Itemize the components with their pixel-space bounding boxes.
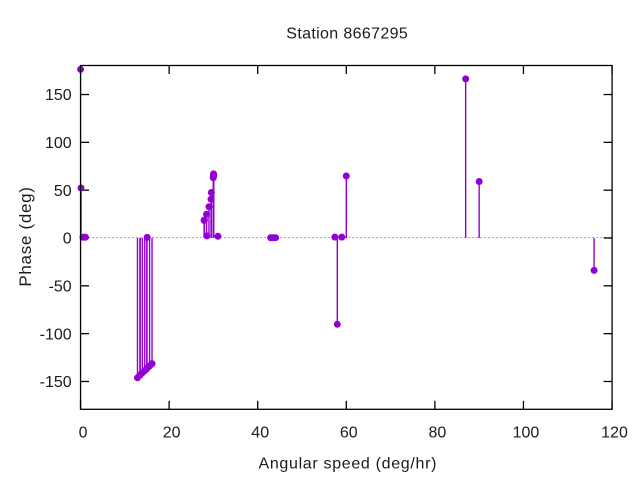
svg-text:0: 0 <box>63 231 72 248</box>
svg-text:120: 120 <box>601 424 628 441</box>
svg-text:80: 80 <box>428 424 446 441</box>
svg-text:-50: -50 <box>49 279 72 296</box>
svg-text:60: 60 <box>340 424 358 441</box>
svg-text:20: 20 <box>163 424 181 441</box>
svg-text:100: 100 <box>513 424 540 441</box>
svg-text:50: 50 <box>54 183 72 200</box>
svg-text:40: 40 <box>251 424 269 441</box>
svg-text:100: 100 <box>45 135 72 152</box>
svg-text:Phase (deg): Phase (deg) <box>16 186 35 286</box>
svg-text:-150: -150 <box>40 374 72 391</box>
svg-text:-100: -100 <box>40 326 72 343</box>
svg-text:150: 150 <box>45 87 72 104</box>
svg-text:0: 0 <box>79 424 88 441</box>
svg-text:Angular speed (deg/hr): Angular speed (deg/hr) <box>258 455 437 472</box>
svg-text:Station 8667295: Station 8667295 <box>286 26 408 43</box>
